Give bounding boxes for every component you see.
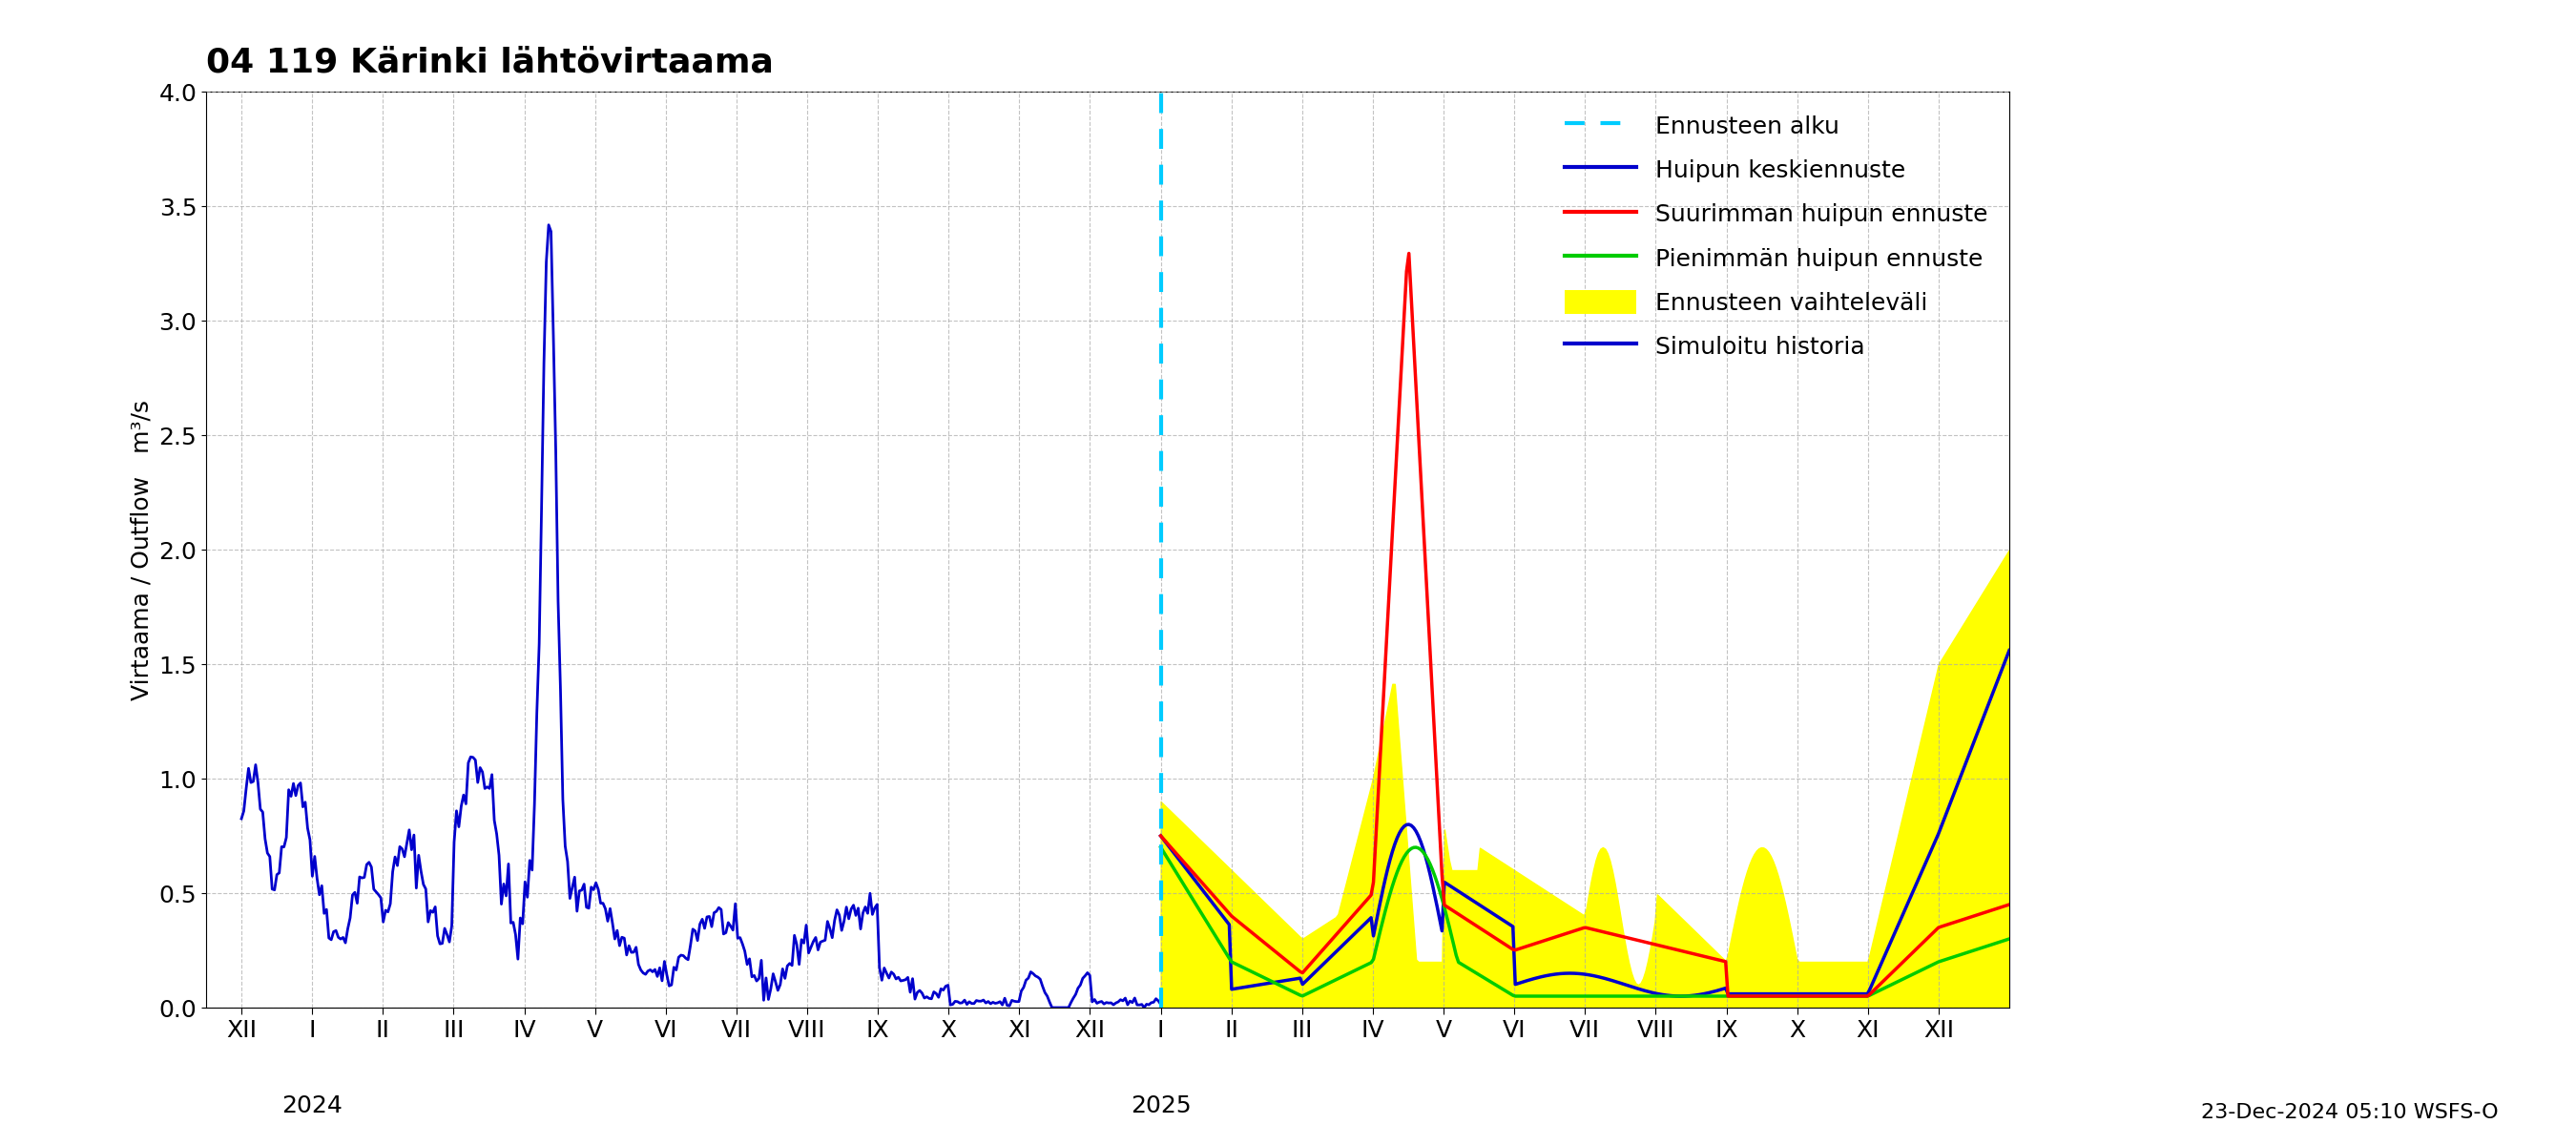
Y-axis label: Virtaama / Outflow   m³/s: Virtaama / Outflow m³/s <box>131 400 155 700</box>
Text: 23-Dec-2024 05:10 WSFS-O: 23-Dec-2024 05:10 WSFS-O <box>2202 1103 2499 1122</box>
Legend: Ennusteen alku, Huipun keskiennuste, Suurimman huipun ennuste, Pienimmän huipun : Ennusteen alku, Huipun keskiennuste, Suu… <box>1556 103 1996 369</box>
Text: 04 119 Kärinki lähtövirtaama: 04 119 Kärinki lähtövirtaama <box>206 46 773 78</box>
Text: 2024: 2024 <box>281 1095 343 1118</box>
Text: 2025: 2025 <box>1131 1095 1190 1118</box>
